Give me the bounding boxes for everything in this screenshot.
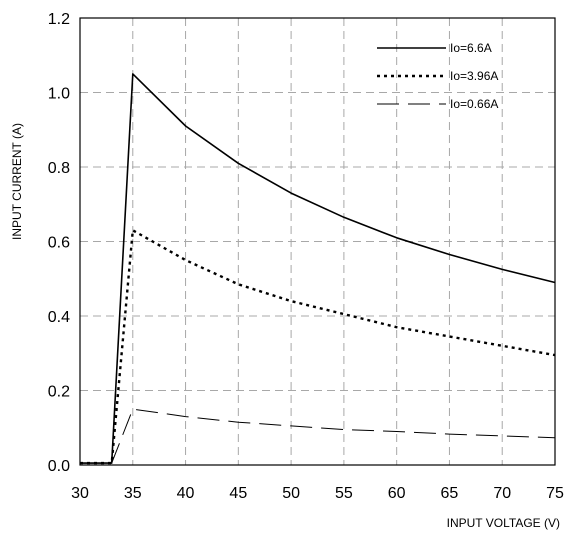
y-axis-title: INPUT CURRENT (A) bbox=[10, 123, 24, 240]
y-tick-label: 0.8 bbox=[48, 160, 70, 177]
tick-labels: 30 35 40 45 50 55 60 65 70 75 0.0 0.2 0.4 0.6 0.8 1.0 1.… bbox=[48, 11, 564, 502]
series-line-io-6-6a bbox=[80, 73, 556, 464]
series-line-io-0-66a bbox=[80, 408, 556, 464]
x-tick-label: 40 bbox=[177, 485, 195, 502]
x-tick-label: 55 bbox=[335, 485, 353, 502]
x-tick-label: 45 bbox=[229, 485, 247, 502]
y-tick-label: 0.4 bbox=[48, 309, 70, 326]
plot-area-frame bbox=[79, 17, 556, 466]
legend-label: Io=6.6A bbox=[450, 41, 492, 55]
x-tick-label: 75 bbox=[546, 485, 564, 502]
series-lines bbox=[80, 73, 556, 465]
x-tick-label: 35 bbox=[124, 485, 142, 502]
legend: Io=6.6A Io=3.96A Io=0.66A bbox=[377, 41, 498, 111]
y-tick-label: 0.6 bbox=[48, 235, 70, 252]
legend-label: Io=0.66A bbox=[450, 97, 498, 111]
y-tick-label: 0.0 bbox=[48, 458, 70, 475]
y-tick-label: 1.2 bbox=[48, 11, 70, 28]
x-tick-label: 60 bbox=[388, 485, 406, 502]
x-tick-label: 30 bbox=[71, 485, 89, 502]
x-axis-title: INPUT VOLTAGE (V) bbox=[447, 516, 560, 530]
y-tick-label: 0.2 bbox=[48, 384, 70, 401]
x-tick-label: 70 bbox=[493, 485, 511, 502]
series-line-io-3-96a bbox=[80, 229, 556, 465]
x-tick-label: 50 bbox=[282, 485, 300, 502]
grid-lines bbox=[80, 18, 555, 465]
legend-label: Io=3.96A bbox=[450, 69, 498, 83]
x-tick-label: 65 bbox=[441, 485, 459, 502]
y-tick-label: 1.0 bbox=[48, 86, 70, 103]
